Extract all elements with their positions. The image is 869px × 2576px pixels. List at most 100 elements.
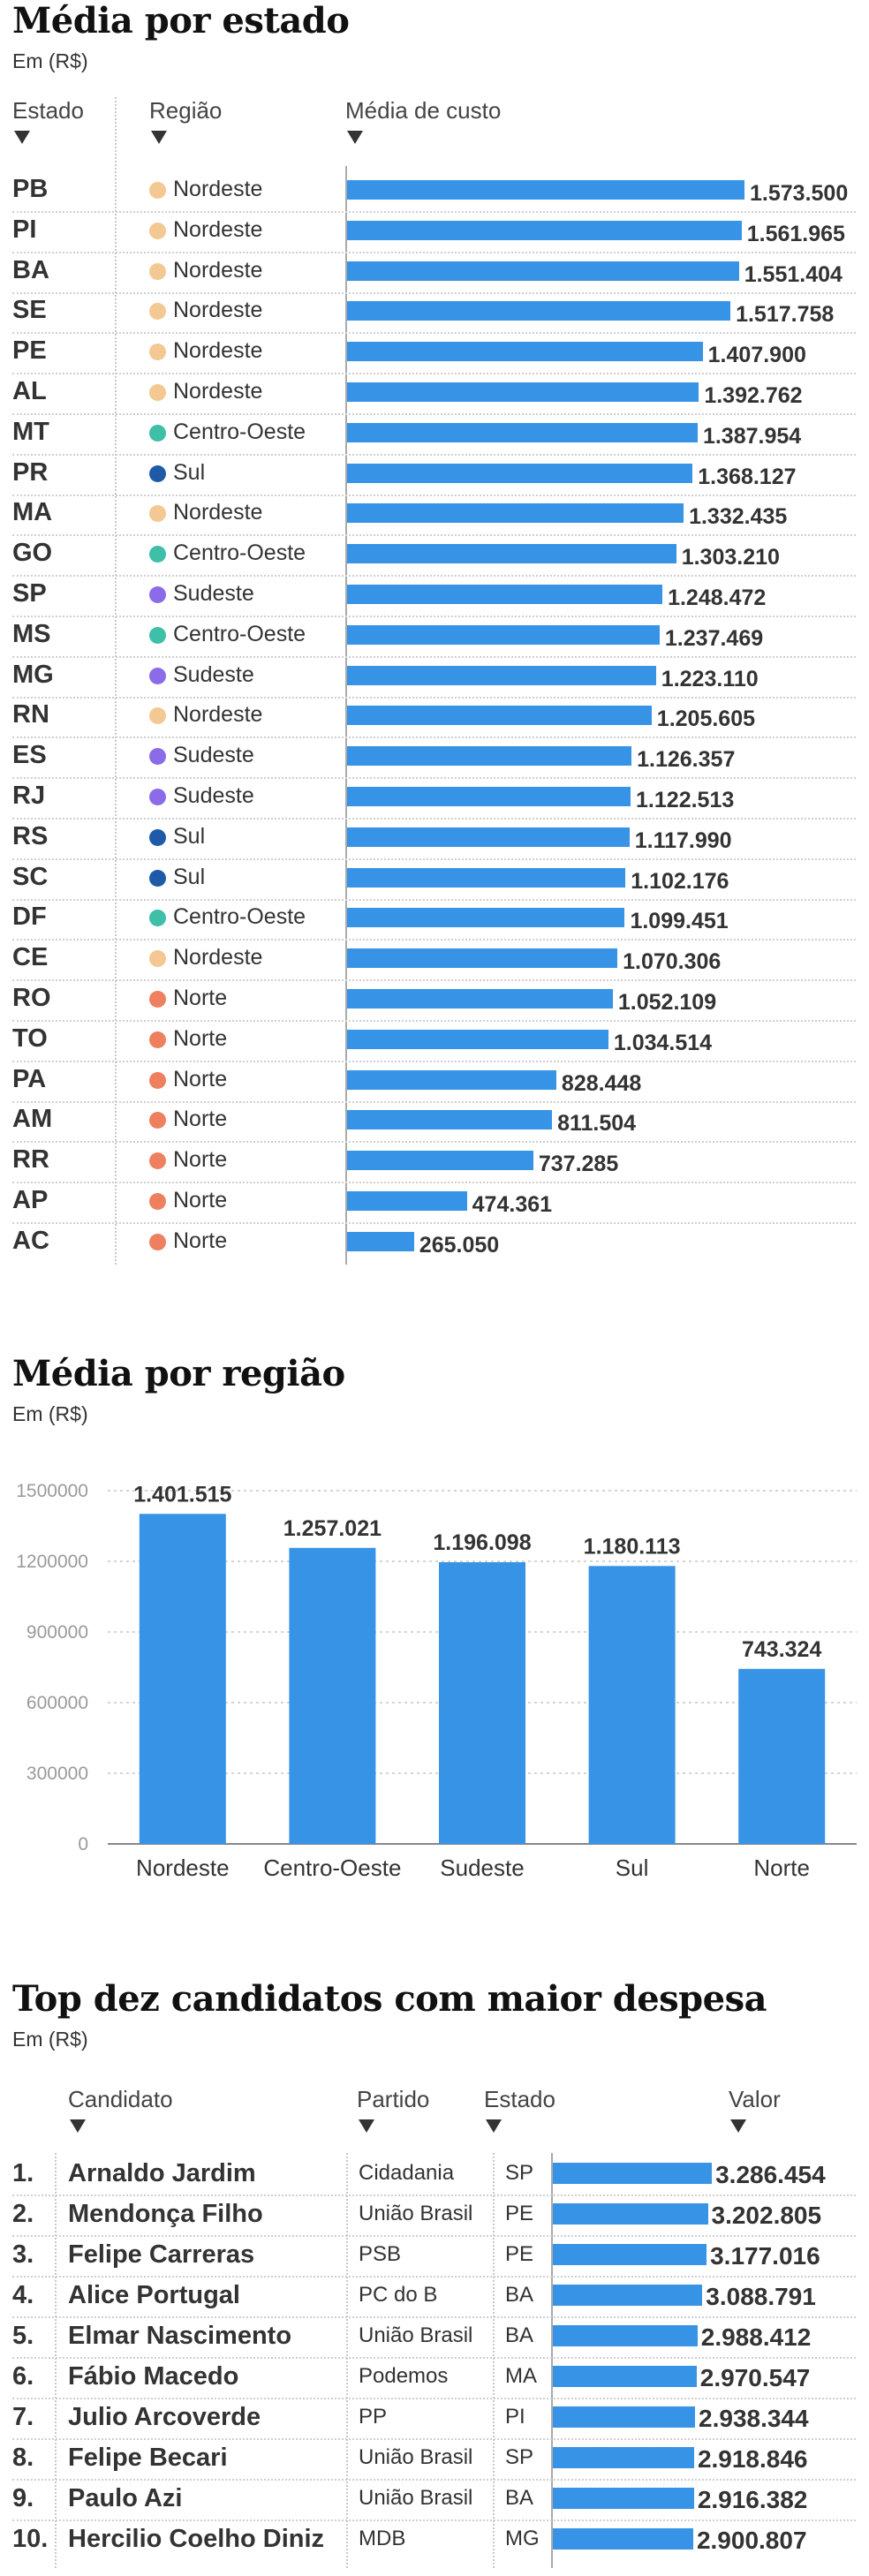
region-color-dot: [149, 748, 166, 766]
row-divider: [12, 1020, 856, 1022]
state-code: RJ: [12, 782, 46, 810]
value-label: 1.102.176: [631, 868, 729, 894]
value-label: 1.392.762: [704, 383, 803, 408]
state-code: AC: [12, 1226, 49, 1255]
y-tick-label: 900000: [26, 1622, 88, 1643]
region-label: Centro-Oeste: [173, 540, 306, 566]
row-divider: [12, 2276, 856, 2278]
region-color-dot: [149, 1071, 166, 1089]
region-color-dot: [149, 1152, 166, 1170]
region-color-dot: [149, 828, 166, 846]
row-divider: [12, 534, 856, 537]
row-divider: [12, 211, 856, 213]
region-label: Nordeste: [173, 177, 263, 201]
row-divider: [12, 1100, 856, 1103]
region-color-dot: [149, 424, 166, 442]
region-label: Centro-Oeste: [173, 621, 306, 646]
region-chart-subtitle: Em (R$): [12, 1402, 88, 1425]
region-color-dot: [149, 707, 166, 725]
value-label: 1.052.109: [617, 990, 717, 1015]
candidate-name: Arnaldo Jardim: [68, 2159, 256, 2187]
state-code: GO: [12, 539, 53, 568]
region-color-dot: [149, 465, 166, 482]
region-bar: [588, 1566, 676, 1844]
value-label: 1.332.435: [689, 504, 788, 530]
state-code: PE: [12, 336, 47, 366]
sort-arrow-icon[interactable]: [70, 2119, 86, 2133]
region-color-dot: [149, 1193, 166, 1210]
sort-arrow-icon[interactable]: [151, 131, 167, 144]
region-label: Norte: [173, 1228, 228, 1253]
col-header-estado: Estado: [484, 2086, 555, 2112]
party-label: União Brasil: [359, 2202, 473, 2225]
row-divider: [12, 1222, 856, 1224]
state-bar: [347, 1069, 556, 1090]
value-label: 474.361: [472, 1192, 553, 1217]
region-color-dot: [149, 222, 166, 239]
state-code: MG: [12, 660, 54, 689]
row-divider: [12, 939, 856, 941]
value-label: 2.916.382: [697, 2486, 808, 2513]
row-divider: [12, 2235, 856, 2237]
value-label: 1.126.357: [637, 747, 736, 773]
candidate-name: Fábio Macedo: [68, 2362, 239, 2391]
row-divider: [12, 2195, 856, 2196]
row-divider: [12, 1141, 856, 1144]
candidate-bar: [553, 2406, 696, 2428]
state-code: PI: [12, 215, 37, 244]
region-color-dot: [149, 789, 166, 805]
sort-arrow-icon[interactable]: [730, 2119, 746, 2133]
value-label: 1.196.098: [433, 1530, 531, 1555]
region-bar: [738, 1668, 826, 1844]
x-category-label: Sudeste: [440, 1855, 524, 1881]
region-label: Nordeste: [173, 298, 263, 323]
state-bar: [347, 585, 663, 604]
value-label: 2.900.807: [696, 2527, 807, 2554]
candidate-name: Paulo Azi: [68, 2484, 183, 2512]
sort-arrow-icon[interactable]: [359, 2119, 374, 2133]
state-code: MT: [12, 417, 49, 446]
value-label: 1.517.758: [736, 302, 835, 328]
row-divider: [12, 494, 856, 496]
party-label: União Brasil: [359, 2323, 473, 2347]
party-label: União Brasil: [359, 2445, 473, 2469]
candidate-rank: 3.: [12, 2240, 34, 2269]
region-color-dot: [149, 303, 166, 321]
value-label: 3.286.454: [715, 2161, 826, 2188]
row-divider: [12, 737, 856, 739]
row-divider: [12, 2479, 856, 2481]
value-label: 1.180.113: [584, 1534, 681, 1559]
state-code: RN: [12, 700, 49, 729]
x-category-label: Nordeste: [136, 1855, 230, 1881]
row-divider: [12, 453, 856, 456]
value-label: 1.573.500: [750, 181, 849, 206]
row-divider: [12, 696, 856, 699]
col-header-estado: Estado: [12, 97, 84, 124]
x-category-label: Sul: [616, 1855, 649, 1881]
region-color-dot: [149, 262, 166, 280]
state-code: MG: [505, 2527, 540, 2550]
state-bar: [347, 908, 625, 928]
value-label: 1.237.469: [664, 625, 764, 651]
state-bar: [347, 1191, 467, 1211]
x-category-label: Centro-Oeste: [263, 1855, 401, 1881]
sort-arrow-icon[interactable]: [14, 131, 30, 144]
state-code: SP: [12, 579, 47, 608]
sort-arrow-icon[interactable]: [347, 131, 363, 144]
sort-arrow-icon[interactable]: [486, 2119, 502, 2133]
value-label: 265.050: [419, 1232, 500, 1258]
x-category-label: Norte: [753, 1855, 810, 1881]
state-code: RS: [12, 821, 49, 850]
value-label: 737.285: [538, 1152, 619, 1177]
candidate-name: Julio Arcoverde: [68, 2403, 261, 2431]
candidate-rank: 7.: [12, 2403, 34, 2431]
row-divider: [12, 291, 856, 294]
region-label: Sul: [173, 864, 206, 889]
region-label: Nordeste: [173, 338, 263, 364]
state-bar: [347, 787, 631, 806]
row-divider: [12, 2316, 856, 2318]
state-code: PA: [12, 1064, 47, 1093]
state-bar: [347, 1110, 553, 1130]
value-label: 2.918.846: [697, 2445, 808, 2473]
col-header-media: Média de custo: [345, 97, 502, 124]
